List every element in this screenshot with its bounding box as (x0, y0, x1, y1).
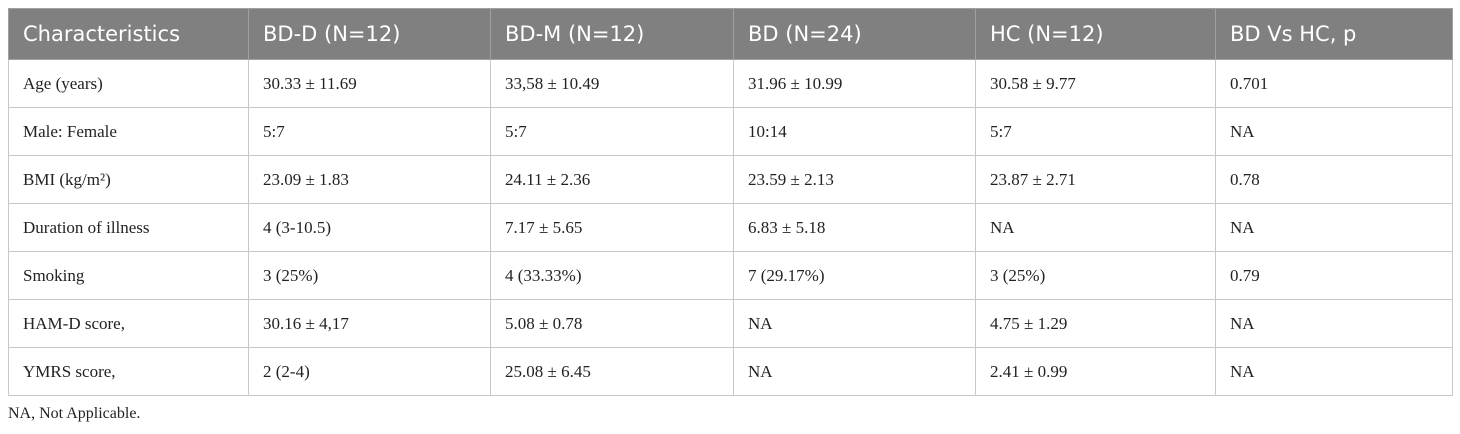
table-cell: 5:7 (490, 107, 734, 156)
table-cell: Duration of illness (8, 203, 249, 252)
header-row: Characteristics BD-D (N=12) BD-M (N=12) BD … (8, 8, 1453, 60)
header-cell: BD Vs HC, p (1215, 8, 1453, 60)
table-cell: BMI (kg/m²) (8, 155, 249, 204)
table-cell: 30.58 ± 9.77 (975, 59, 1216, 108)
table-cell: 2 (2-4) (248, 347, 491, 396)
table-cell: 25.08 ± 6.45 (490, 347, 734, 396)
header-cell: HC (N=12) (975, 8, 1216, 60)
table-row: Smoking 3 (25%) 4 (33.33%) 7 (29.17%) 3 (25%… (8, 251, 1453, 300)
table-cell: 5.08 ± 0.78 (490, 299, 734, 348)
table-row: Duration of illness 4 (3-10.5) 7.17 ± 5.65… (8, 203, 1453, 252)
table-cell: HAM-D score, (8, 299, 249, 348)
header-cell: BD (N=24) (733, 8, 976, 60)
data-table: Characteristics BD-D (N=12) BD-M (N=12) BD … (8, 8, 1453, 396)
table-cell: 10:14 (733, 107, 976, 156)
table-row: Age (years) 30.33 ± 11.69 33,58 ± 10.49 31.… (8, 59, 1453, 108)
table-cell: NA (733, 347, 976, 396)
table-cell: 2.41 ± 0.99 (975, 347, 1216, 396)
table-cell: 7.17 ± 5.65 (490, 203, 734, 252)
table-cell: 5:7 (975, 107, 1216, 156)
header-cell: BD-M (N=12) (490, 8, 734, 60)
table-cell: 0.79 (1215, 251, 1453, 300)
table-cell: 4 (3-10.5) (248, 203, 491, 252)
table-row: BMI (kg/m²) 23.09 ± 1.83 24.11 ± 2.36 23.59… (8, 155, 1453, 204)
table-row: HAM-D score, 30.16 ± 4,17 5.08 ± 0.78 NA 4.7… (8, 299, 1453, 348)
header-cell: BD-D (N=12) (248, 8, 491, 60)
table-body: Age (years) 30.33 ± 11.69 33,58 ± 10.49 31.… (8, 59, 1453, 396)
table-cell: 5:7 (248, 107, 491, 156)
table-cell: 33,58 ± 10.49 (490, 59, 734, 108)
table-cell: 23.87 ± 2.71 (975, 155, 1216, 204)
table-cell: 23.59 ± 2.13 (733, 155, 976, 204)
header-cell: Characteristics (8, 8, 249, 60)
table-row: Male: Female 5:7 5:7 10:14 5:7 NA (8, 107, 1453, 156)
table-cell: Smoking (8, 251, 249, 300)
table-cell: NA (1215, 107, 1453, 156)
table-cell: 7 (29.17%) (733, 251, 976, 300)
table-cell: NA (975, 203, 1216, 252)
table-cell: Age (years) (8, 59, 249, 108)
table-cell: Male: Female (8, 107, 249, 156)
table-cell: 24.11 ± 2.36 (490, 155, 734, 204)
table-cell: 30.33 ± 11.69 (248, 59, 491, 108)
table-cell: 0.701 (1215, 59, 1453, 108)
table-cell: 30.16 ± 4,17 (248, 299, 491, 348)
table-cell: NA (733, 299, 976, 348)
table-cell: 23.09 ± 1.83 (248, 155, 491, 204)
table-cell: 6.83 ± 5.18 (733, 203, 976, 252)
table-cell: YMRS score, (8, 347, 249, 396)
table-cell: 3 (25%) (248, 251, 491, 300)
table-cell: 4 (33.33%) (490, 251, 734, 300)
table-cell: NA (1215, 347, 1453, 396)
table-cell: 4.75 ± 1.29 (975, 299, 1216, 348)
table-row: YMRS score, 2 (2-4) 25.08 ± 6.45 NA 2.41 ± 0… (8, 347, 1453, 396)
table-cell: 0.78 (1215, 155, 1453, 204)
table-cell: 3 (25%) (975, 251, 1216, 300)
table-cell: NA (1215, 203, 1453, 252)
table-cell: 31.96 ± 10.99 (733, 59, 976, 108)
footnote: NA, Not Applicable. (8, 405, 141, 422)
table-cell: NA (1215, 299, 1453, 348)
